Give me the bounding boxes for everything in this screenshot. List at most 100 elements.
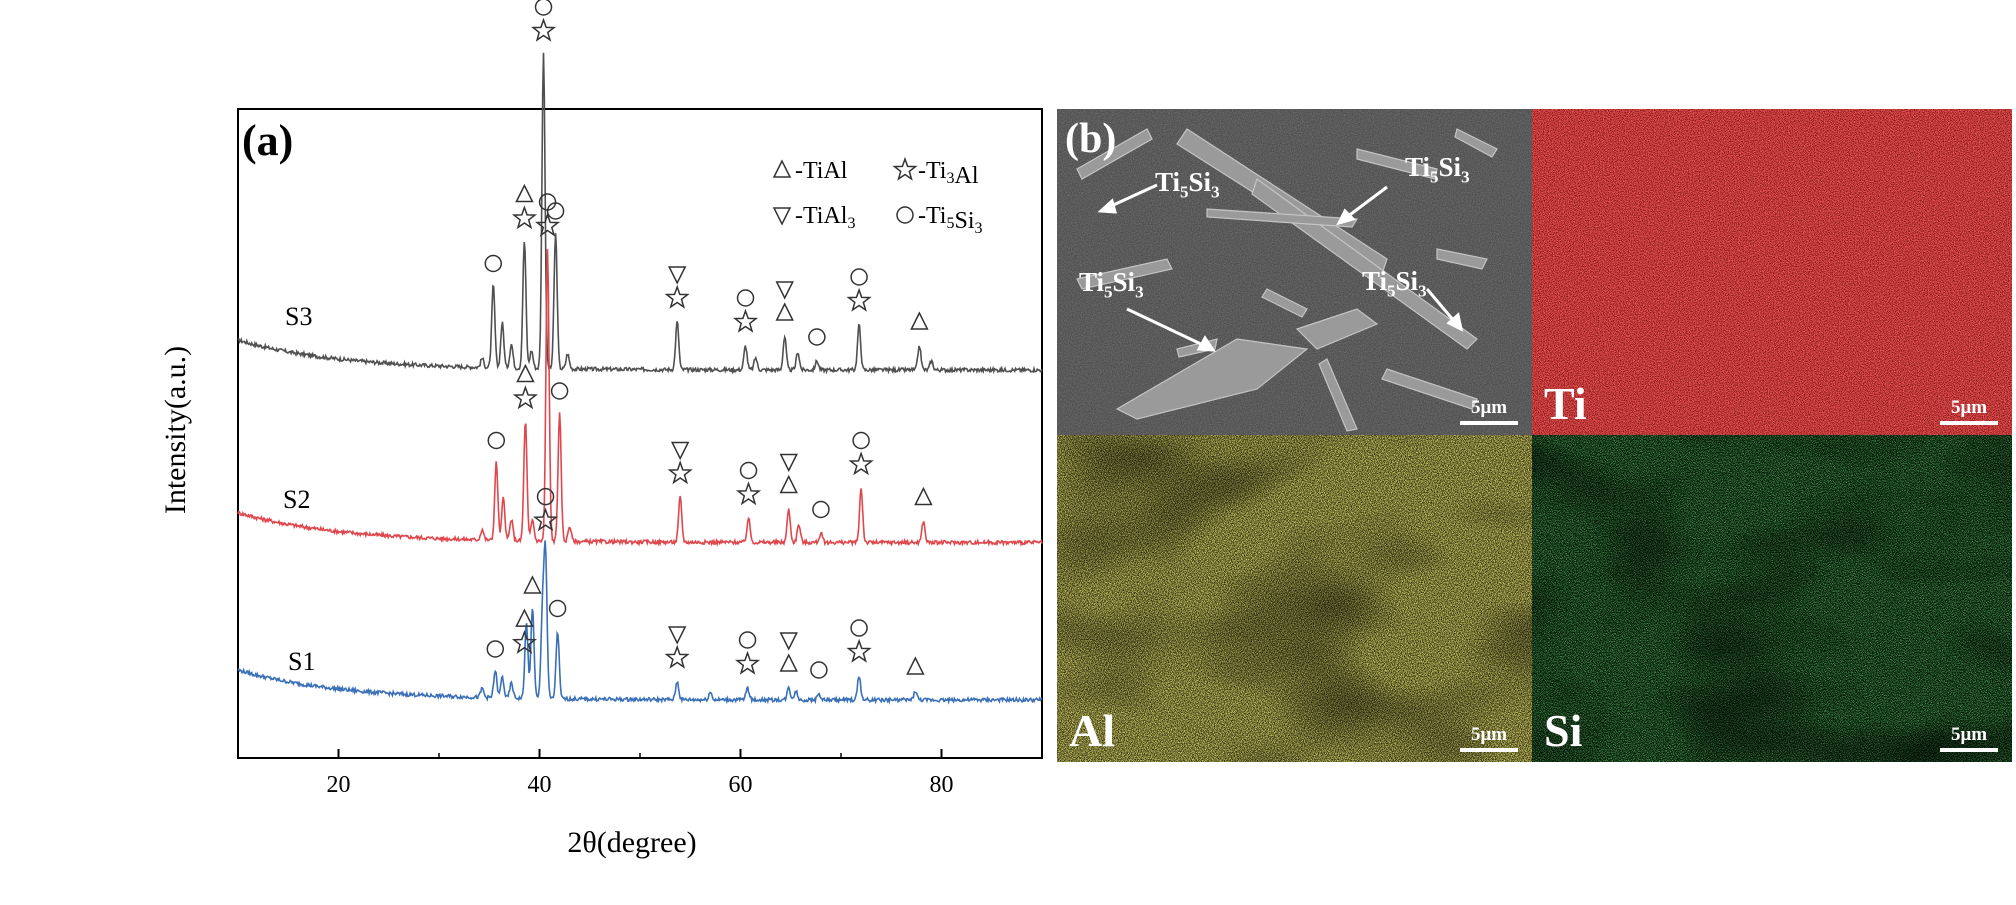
ti3al-marker (512, 385, 539, 410)
x-tick-label: 20 (327, 772, 351, 798)
tial-marker (914, 486, 933, 506)
ti3al-marker (532, 507, 559, 532)
ti3al-marker (735, 481, 762, 506)
tial-marker (906, 656, 925, 675)
eds-si-scale-bar: 5μm (1940, 724, 1998, 752)
series-line-s2 (237, 249, 1043, 548)
legend-label: -Ti3Al (918, 158, 979, 189)
tial-marker (515, 608, 534, 627)
series-line-s1 (237, 540, 1043, 705)
scale-bar-line (1460, 421, 1518, 425)
ti5si3-marker (739, 461, 758, 480)
tial3-marker (667, 626, 687, 645)
xrd-chart: S3 S2 S1 20 40 60 80 (a) 2θ(degree) Intensity… (159, 0, 1043, 859)
eds-map-ti: Ti 5μm (1532, 109, 2012, 435)
ti3al-marker (892, 156, 918, 181)
tial-marker (772, 159, 792, 178)
ti5si3-marker (486, 640, 505, 658)
ti3al-marker (734, 650, 761, 675)
eds-al-image (1057, 435, 1532, 762)
eds-ti-scale-bar: 5μm (1940, 397, 1998, 425)
series-label-s1: S1 (288, 647, 315, 676)
sem-arrows (1097, 183, 1464, 352)
sem-annotation-3: Ti5Si3 (1079, 267, 1144, 302)
legend-label: -Ti5Si3 (918, 203, 983, 237)
series-layer: S3 S2 S1 (237, 52, 1043, 705)
legend-label-part: 3 (946, 170, 954, 187)
series-label-s2: S2 (283, 485, 310, 514)
legend-label-part: Al (954, 163, 978, 189)
ti5si3-marker (738, 631, 757, 649)
tial-marker (779, 653, 798, 672)
x-axis-title: 2θ(degree) (567, 826, 696, 859)
series-label-s3: S3 (285, 302, 312, 331)
ti5si3-marker (534, 0, 553, 16)
sem-annotation-2: Ti5Si3 (1405, 152, 1470, 187)
sem-grains (1076, 128, 1498, 432)
ti3al-marker (511, 630, 537, 654)
eds-ti-image (1532, 109, 2012, 435)
eds-map-al: Al 5μm (1057, 435, 1532, 762)
ti3al-marker (534, 212, 561, 237)
panel-label-b: (b) (1065, 116, 1117, 162)
ti5si3-marker (852, 431, 870, 450)
eds-ti-scale-label: 5μm (1950, 397, 1988, 418)
legend: -TiAl -Ti3Al-TiAl3 -Ti5Si3 (772, 156, 983, 237)
ti5si3-marker (808, 328, 826, 346)
legend-label-part: 3 (975, 220, 983, 237)
ti3al-marker (848, 451, 874, 476)
eds-al-label: Al (1069, 705, 1115, 756)
eds-ti-label: Ti (1544, 378, 1587, 429)
x-tick-label: 40 (528, 772, 552, 798)
ti5si3-marker (850, 268, 868, 286)
eds-si-scale-label: 5μm (1950, 724, 1988, 745)
eds-ti-scale-line (1940, 421, 1998, 425)
ti5si3-marker (548, 599, 567, 618)
ti5si3-marker (550, 382, 569, 400)
tial-marker (910, 311, 929, 330)
eds-map-si: Si 5μm (1532, 435, 2012, 762)
x-tick-label: 60 (729, 772, 753, 798)
panel-label-a: (a) (242, 116, 293, 165)
ti5si3-marker (896, 206, 914, 224)
ti3al-marker (511, 205, 538, 230)
eds-al-scale-bar: 5μm (1460, 724, 1518, 752)
x-tick-label: 80 (930, 772, 954, 798)
sem-annotation-4: Ti5Si3 (1362, 266, 1427, 301)
series-line-s3 (237, 52, 1043, 375)
y-axis-title: Intensity(a.u.) (159, 346, 192, 514)
legend-label: -TiAl (795, 158, 848, 184)
ti3al-marker (664, 644, 690, 669)
legend-label-part: 3 (847, 215, 855, 232)
tial3-marker (667, 266, 687, 285)
ti5si3-marker (812, 500, 830, 519)
eds-si-image (1532, 435, 2012, 762)
sem-image (1057, 109, 1532, 435)
ti5si3-marker (810, 661, 828, 679)
tial3-marker (772, 207, 792, 226)
tial3-marker (779, 453, 798, 473)
ti5si3-marker (484, 254, 503, 273)
ti3al-marker (733, 308, 759, 333)
legend-label-part: -TiAl (795, 203, 848, 229)
legend-label-part: -Ti (918, 203, 947, 229)
ti3al-marker (664, 284, 690, 309)
tial3-marker (775, 281, 794, 300)
tial-marker (516, 363, 535, 383)
phase-marker-layer (484, 0, 933, 679)
sem-panel: (b) Ti5Si3 Ti5Si3 Ti5Si3 Ti5Si3 5μm (1057, 109, 1532, 435)
ti3al-marker (667, 460, 693, 485)
ti3al-marker (846, 287, 872, 312)
tial-marker (515, 183, 534, 203)
eds-si-scale-line (1940, 748, 1998, 752)
scale-bar: 5μm (1460, 397, 1518, 425)
sem-annotation-1: Ti5Si3 (1155, 167, 1220, 202)
legend-label: -TiAl3 (795, 203, 855, 232)
ti3al-marker (531, 17, 557, 42)
legend-label-part: -TiAl (795, 158, 848, 184)
x-axis: 20 40 60 80 (237, 749, 1043, 798)
eds-al-scale-label: 5μm (1470, 724, 1508, 745)
eds-al-scale-line (1460, 748, 1518, 752)
ti5si3-marker (536, 487, 555, 506)
ti5si3-marker (736, 289, 755, 307)
